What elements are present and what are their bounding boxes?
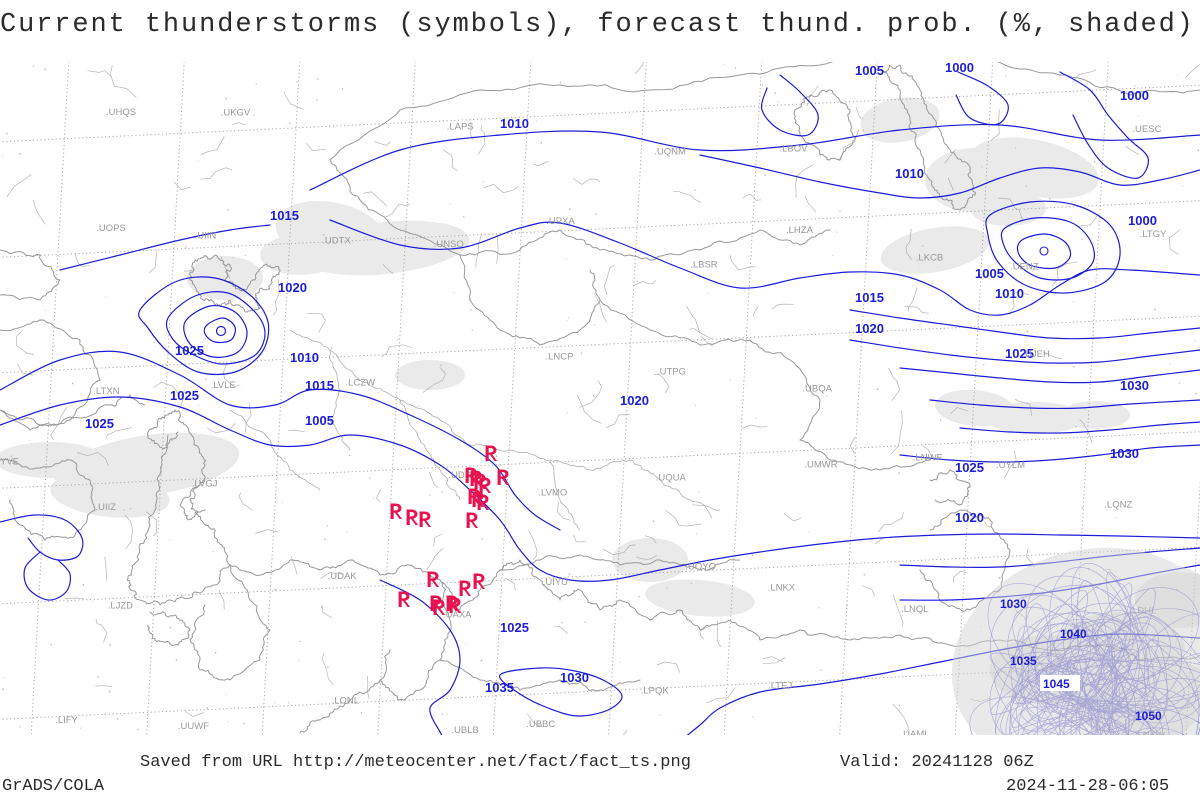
svg-text:.UJEH: .UJEH bbox=[1022, 349, 1050, 360]
svg-text:1005: 1005 bbox=[855, 63, 884, 78]
svg-text:1020: 1020 bbox=[278, 280, 307, 295]
svg-text:.UKGV: .UKGV bbox=[221, 108, 251, 119]
svg-text:.UENZ: .UENZ bbox=[1010, 261, 1039, 272]
svg-text:.UIIN: .UIIN bbox=[195, 231, 217, 242]
svg-text:1010: 1010 bbox=[895, 166, 924, 181]
svg-text:.UBQA: .UBQA bbox=[802, 384, 832, 395]
svg-text:.UDAK: .UDAK bbox=[328, 571, 358, 582]
svg-text:.LBSR: .LBSR bbox=[690, 259, 718, 270]
svg-text:.UBBC: .UBBC bbox=[526, 719, 555, 730]
svg-text:.UYLM: .UYLM bbox=[996, 460, 1025, 471]
svg-text:1030: 1030 bbox=[1000, 597, 1027, 611]
svg-text:.LQNZ: .LQNZ bbox=[1104, 500, 1132, 511]
svg-text:.UHQS: .UHQS bbox=[106, 107, 136, 118]
svg-text:.LNKX: .LNKX bbox=[768, 582, 796, 593]
svg-text:1010: 1010 bbox=[500, 116, 529, 131]
svg-text:.LVGJ: .LVGJ bbox=[192, 478, 218, 489]
svg-text:.UNSO: .UNSO bbox=[434, 239, 464, 250]
svg-text:.LAPS: .LAPS bbox=[447, 122, 474, 133]
svg-text:.UUWF: .UUWF bbox=[178, 721, 209, 732]
svg-text:.LTGY: .LTGY bbox=[1140, 229, 1167, 240]
svg-text:1005: 1005 bbox=[975, 266, 1004, 281]
svg-text:.LONL: .LONL bbox=[332, 695, 359, 706]
svg-text:1050: 1050 bbox=[1135, 709, 1162, 723]
svg-text:.UDTX: .UDTX bbox=[322, 236, 351, 247]
svg-text:.LBOV: .LBOV bbox=[780, 144, 809, 155]
svg-text:.LVLE: .LVLE bbox=[211, 380, 236, 391]
svg-text:1025: 1025 bbox=[955, 460, 984, 475]
svg-text:.UQNM: .UQNM bbox=[654, 146, 686, 157]
svg-text:.UOPS: .UOPS bbox=[96, 223, 126, 234]
svg-text:.LCZW: .LCZW bbox=[346, 377, 376, 388]
svg-text:1015: 1015 bbox=[305, 378, 334, 393]
svg-text:1015: 1015 bbox=[270, 208, 299, 223]
svg-text:1040: 1040 bbox=[1060, 627, 1087, 641]
svg-text:.LPQK: .LPQK bbox=[641, 685, 670, 696]
svg-text:.LNQL: .LNQL bbox=[901, 604, 928, 615]
svg-text:1000: 1000 bbox=[1120, 88, 1149, 103]
svg-text:.UOYO: .UOYO bbox=[685, 562, 716, 573]
svg-text:.UMWR: .UMWR bbox=[804, 459, 837, 470]
svg-text:1020: 1020 bbox=[620, 393, 649, 408]
svg-text:1025: 1025 bbox=[175, 343, 204, 358]
svg-text:.UAML: .UAML bbox=[901, 729, 930, 740]
svg-text:1045: 1045 bbox=[1043, 677, 1070, 691]
svg-text:1025: 1025 bbox=[85, 416, 114, 431]
svg-text:.UBLB: .UBLB bbox=[451, 725, 478, 736]
svg-text:.UQUA: .UQUA bbox=[656, 473, 687, 484]
svg-text:.UYVE: .UYVE bbox=[0, 457, 19, 468]
svg-text:1000: 1000 bbox=[945, 60, 974, 75]
svg-text:.LTEJ: .LTEJ bbox=[768, 681, 792, 692]
svg-text:.LKCB: .LKCB bbox=[916, 253, 943, 264]
svg-text:1005: 1005 bbox=[305, 413, 334, 428]
svg-text:1025: 1025 bbox=[500, 620, 529, 635]
svg-text:1010: 1010 bbox=[995, 286, 1024, 301]
svg-text:.UPXA: .UPXA bbox=[546, 216, 575, 227]
svg-text:.LNCP: .LNCP bbox=[546, 352, 574, 363]
svg-text:.LHZA: .LHZA bbox=[786, 225, 814, 236]
svg-text:1000: 1000 bbox=[1128, 213, 1157, 228]
svg-text:1015: 1015 bbox=[855, 290, 884, 305]
svg-text:.UTPG: .UTPG bbox=[657, 366, 686, 377]
svg-text:.LVMO: .LVMO bbox=[538, 488, 567, 499]
svg-text:1030: 1030 bbox=[560, 670, 589, 685]
svg-text:1020: 1020 bbox=[955, 510, 984, 525]
svg-text:.UIYU: .UIYU bbox=[543, 577, 568, 588]
svg-text:1020: 1020 bbox=[855, 321, 884, 336]
svg-text:1035: 1035 bbox=[485, 680, 514, 695]
svg-text:1030: 1030 bbox=[1110, 446, 1139, 461]
svg-text:1030: 1030 bbox=[1120, 378, 1149, 393]
svg-text:1025: 1025 bbox=[170, 388, 199, 403]
svg-text:.UIIZ: .UIIZ bbox=[96, 502, 117, 513]
svg-text:.LJZD: .LJZD bbox=[108, 601, 133, 612]
svg-text:1010: 1010 bbox=[290, 350, 319, 365]
svg-text:.LNWF: .LNWF bbox=[913, 453, 943, 464]
svg-text:.LTXN: .LTXN bbox=[93, 386, 119, 397]
svg-text:.UESC: .UESC bbox=[1132, 124, 1161, 135]
svg-text:1035: 1035 bbox=[1010, 654, 1037, 668]
svg-text:.LIFY: .LIFY bbox=[55, 715, 78, 726]
